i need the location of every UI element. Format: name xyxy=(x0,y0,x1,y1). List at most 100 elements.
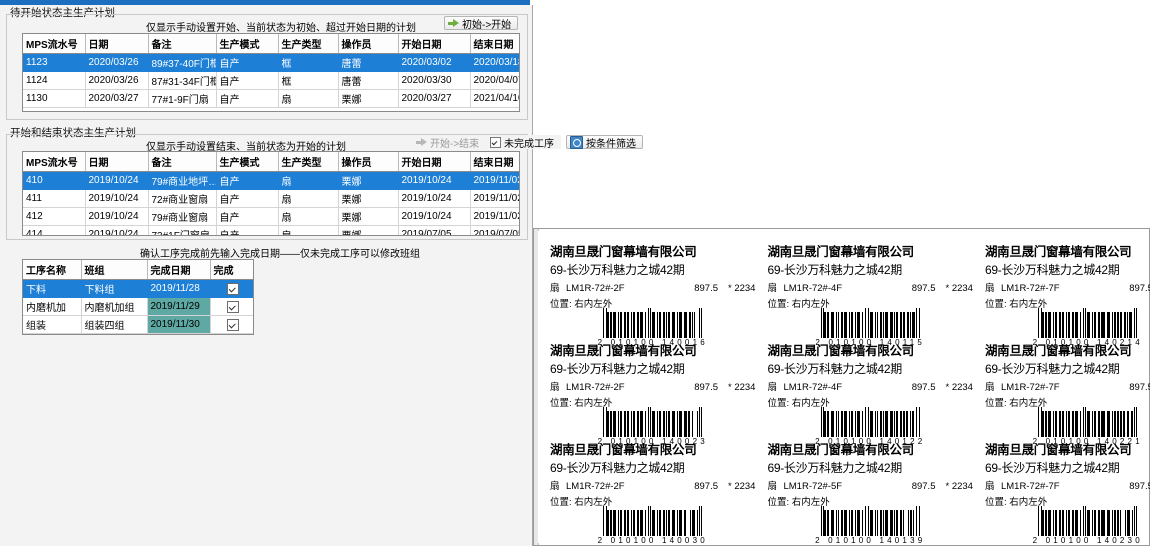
column-header-0[interactable]: MPS流水号 xyxy=(23,34,86,54)
completed-checkbox-cell[interactable] xyxy=(210,315,253,334)
column-header-7[interactable]: 结束日期 xyxy=(470,152,519,172)
cell-1[interactable]: 2020/03/26 xyxy=(85,71,149,90)
cell-7[interactable]: 2021/04/10 xyxy=(470,89,519,108)
team-name[interactable]: 下料组 xyxy=(81,279,148,298)
column-header-5[interactable]: 操作员 xyxy=(338,34,399,54)
cell-0[interactable]: 412 xyxy=(23,207,86,226)
table-row[interactable]: 1124 2020/03/26 87#31-34F门框 自产框唐蕾 2020/03/30… xyxy=(23,71,519,90)
cell-2[interactable]: 87#31-34F门框 xyxy=(148,71,217,90)
start-to-end-button[interactable]: 开始->结束 xyxy=(412,135,487,150)
cell-1[interactable]: 2019/10/24 xyxy=(85,171,149,190)
cell-5[interactable]: 栗娜 xyxy=(338,207,399,226)
unfinished-process-checkbox[interactable]: 未完成工序 xyxy=(486,135,561,150)
cell-4[interactable]: 扇 xyxy=(278,207,339,226)
column-header-2[interactable]: 备注 xyxy=(148,34,217,54)
cell-2[interactable]: 89#37-40F门框 xyxy=(148,53,217,72)
cell-2[interactable]: 72#商业窗扇 xyxy=(148,189,217,208)
cell-0[interactable]: 410 xyxy=(23,171,86,190)
completed-checkbox-cell[interactable] xyxy=(210,279,253,298)
cell-5[interactable]: 栗娜 xyxy=(338,89,399,108)
team-name[interactable]: 组装四组 xyxy=(81,315,148,334)
cell-1[interactable]: 2019/10/24 xyxy=(85,189,149,208)
completed-checkbox[interactable] xyxy=(226,282,239,295)
cell-2[interactable]: 77#1-9F门扇 xyxy=(148,89,217,108)
cell-5[interactable]: 唐蕾 xyxy=(338,53,399,72)
column-header-3[interactable]: 生产模式 xyxy=(216,34,279,54)
cell-1[interactable]: 2019/10/24 xyxy=(85,207,149,226)
completion-date[interactable]: 2020/03/31 xyxy=(147,333,211,334)
completed-checkbox-cell[interactable] xyxy=(210,333,253,334)
cell-1[interactable]: 2019/10/24 xyxy=(85,225,149,235)
column-header-0[interactable]: 工序名称 xyxy=(23,260,82,280)
cell-2[interactable]: 79#商业地坪… xyxy=(148,171,217,190)
cell-3[interactable]: 自产 xyxy=(216,171,279,190)
cell-3[interactable]: 自产 xyxy=(216,225,279,235)
column-header-1[interactable]: 班组 xyxy=(81,260,148,280)
cell-3[interactable]: 自产 xyxy=(216,89,279,108)
column-header-2[interactable]: 完成日期 xyxy=(147,260,211,280)
process-name[interactable]: 打胶 xyxy=(23,333,82,334)
cell-0[interactable]: 1130 xyxy=(23,89,86,108)
cell-0[interactable]: 414 xyxy=(23,225,86,235)
cell-0[interactable]: 411 xyxy=(23,189,86,208)
cell-6[interactable]: 2019/07/05 xyxy=(398,225,471,235)
table-body[interactable]: 410 2019/10/24 79#商业地坪… 自产扇栗娜 2019/10/24 2019… xyxy=(23,171,519,235)
column-header-3[interactable]: 生产模式 xyxy=(216,152,279,172)
cell-3[interactable]: 自产 xyxy=(216,53,279,72)
table-row[interactable]: 组装 组装四组 2019/11/30 xyxy=(23,315,253,334)
column-header-7[interactable]: 结束日期 xyxy=(470,34,519,54)
cell-5[interactable]: 唐蕾 xyxy=(338,71,399,90)
column-header-0[interactable]: MPS流水号 xyxy=(23,152,86,172)
team-name[interactable]: 打胶组 xyxy=(81,333,148,334)
process-name[interactable]: 下料 xyxy=(23,279,82,298)
cell-6[interactable]: 2019/10/24 xyxy=(398,189,471,208)
cell-4[interactable]: 框 xyxy=(278,71,339,90)
process-completion-grid[interactable]: 工序名称 班组 完成日期 完成 下料 下料组 2019/11/28 内磨机加 内磨机加组 201… xyxy=(22,259,254,335)
column-header-4[interactable]: 生产类型 xyxy=(278,152,339,172)
cell-3[interactable]: 自产 xyxy=(216,71,279,90)
table-row[interactable]: 4142019/10/2473#1F门窗扇自产扇栗娜2019/07/052019… xyxy=(23,225,519,235)
cell-6[interactable]: 2019/10/24 xyxy=(398,171,471,190)
cell-7[interactable]: 2019/07/05 xyxy=(470,225,519,235)
column-header-4[interactable]: 生产类型 xyxy=(278,34,339,54)
cell-6[interactable]: 2020/03/02 xyxy=(398,53,471,72)
cell-1[interactable]: 2020/03/26 xyxy=(85,53,149,72)
cell-7[interactable]: 2020/04/07 xyxy=(470,71,519,90)
init-to-start-button[interactable]: 初始->开始 xyxy=(444,16,519,31)
cell-7[interactable]: 2020/03/18 xyxy=(470,53,519,72)
cell-4[interactable]: 框 xyxy=(278,53,339,72)
cell-4[interactable]: 扇 xyxy=(278,189,339,208)
cell-5[interactable]: 栗娜 xyxy=(338,225,399,235)
filter-by-condition-button[interactable]: 按条件筛选 xyxy=(566,135,643,150)
completed-checkbox-cell[interactable] xyxy=(210,297,253,316)
table-row[interactable]: 打胶打胶组2020/03/31 xyxy=(23,333,253,334)
column-header-6[interactable]: 开始日期 xyxy=(398,34,471,54)
cell-5[interactable]: 栗娜 xyxy=(338,171,399,190)
column-header-1[interactable]: 日期 xyxy=(85,152,149,172)
cell-2[interactable]: 79#商业窗扇 xyxy=(148,207,217,226)
table-row[interactable]: 下料 下料组 2019/11/28 xyxy=(23,279,253,298)
cell-0[interactable]: 1123 xyxy=(23,53,86,72)
cell-7[interactable]: 2019/11/02 xyxy=(470,207,519,226)
pending-plans-grid[interactable]: MPS流水号日期备注生产模式生产类型操作员开始日期结束日期状态开始结束结束拖延期… xyxy=(22,33,520,112)
cell-0[interactable]: 1124 xyxy=(23,71,86,90)
column-header-1[interactable]: 日期 xyxy=(85,34,149,54)
cell-6[interactable]: 2020/03/30 xyxy=(398,71,471,90)
column-header-2[interactable]: 备注 xyxy=(148,152,217,172)
cell-4[interactable]: 扇 xyxy=(278,225,339,235)
cell-6[interactable]: 2020/03/27 xyxy=(398,89,471,108)
table-row[interactable]: 内磨机加 内磨机加组 2019/11/29 xyxy=(23,297,253,316)
column-header-6[interactable]: 开始日期 xyxy=(398,152,471,172)
table-row[interactable]: 1123 2020/03/26 89#37-40F门框 自产框唐蕾 2020/03/02… xyxy=(23,53,519,72)
completed-checkbox[interactable] xyxy=(226,318,239,331)
cell-6[interactable]: 2019/10/24 xyxy=(398,207,471,226)
completion-date[interactable]: 2019/11/30 xyxy=(147,315,211,334)
table-body[interactable]: 下料 下料组 2019/11/28 内磨机加 内磨机加组 2019/11/29 组装 组装四组… xyxy=(23,279,253,334)
started-plans-grid[interactable]: MPS流水号日期备注生产模式生产类型操作员开始日期结束日期状态开始结束结束拖延期… xyxy=(22,151,520,236)
cell-4[interactable]: 扇 xyxy=(278,171,339,190)
cell-3[interactable]: 自产 xyxy=(216,189,279,208)
process-name[interactable]: 内磨机加 xyxy=(23,297,82,316)
cell-3[interactable]: 自产 xyxy=(216,207,279,226)
cell-4[interactable]: 扇 xyxy=(278,89,339,108)
completion-date[interactable]: 2019/11/29 xyxy=(147,297,211,316)
